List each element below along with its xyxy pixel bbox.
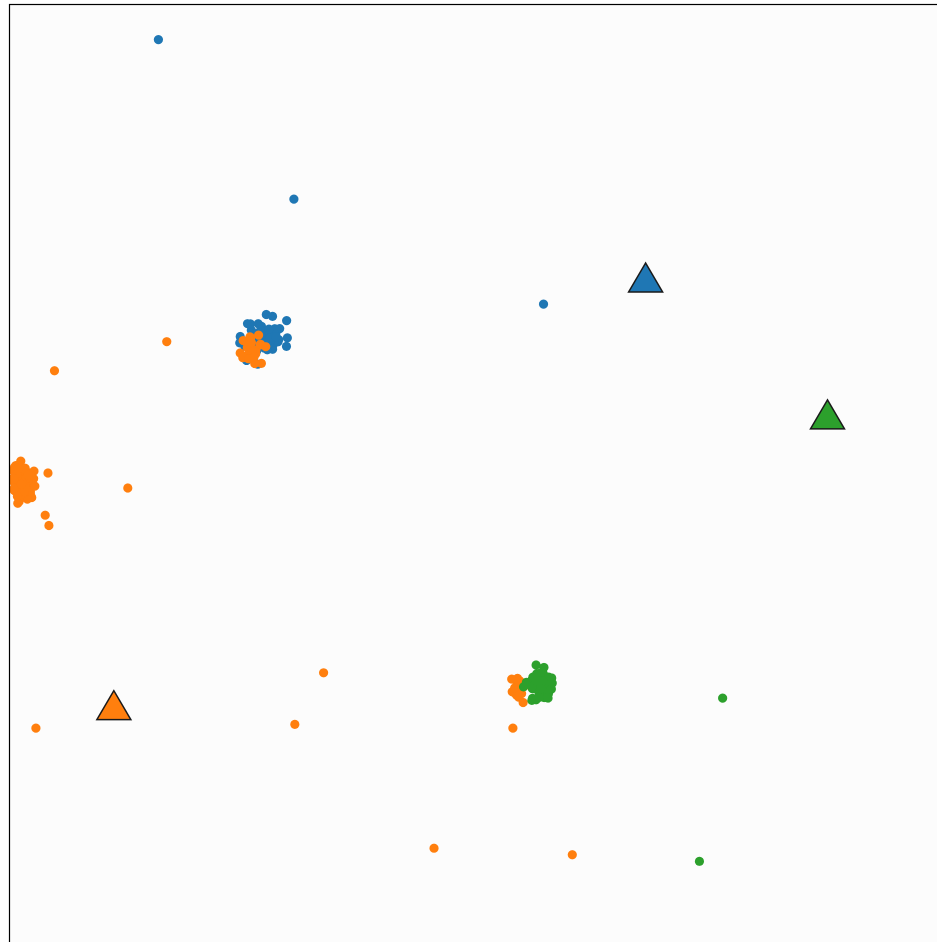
data-point [282,315,292,326]
data-point [531,660,541,670]
data-point [267,311,278,321]
data-point [518,697,528,708]
data-point [9,473,19,484]
data-point [318,668,329,678]
points-layer [9,35,728,866]
data-point [538,676,548,686]
data-point [253,319,263,329]
data-point [123,483,133,493]
data-point [290,719,300,729]
data-point [43,468,53,478]
data-point [546,684,556,694]
data-point [16,456,26,466]
data-point [289,194,299,204]
data-point [527,693,538,703]
data-point [13,463,23,474]
data-point [40,510,50,520]
centroid-marker [95,689,133,721]
data-point [12,491,22,502]
centroid-layer [95,261,846,721]
data-point [19,486,30,497]
data-point [536,684,546,694]
data-point [282,333,292,343]
data-point [281,341,292,351]
data-point [694,856,705,866]
data-point [44,520,54,531]
data-point [162,337,172,347]
plot-area [9,4,937,942]
data-point [153,35,164,45]
data-point [514,690,524,701]
data-point [718,693,728,703]
data-point [261,342,271,352]
centroid-marker [627,261,664,293]
data-point [9,483,19,493]
data-point [249,352,259,362]
data-point [567,850,577,860]
data-point [31,723,41,733]
data-point [271,332,281,342]
data-point [264,324,274,334]
data-point [235,348,245,358]
data-point [13,498,23,508]
data-point [49,366,60,376]
data-point [429,843,439,853]
data-point [23,470,33,480]
data-point [508,723,518,733]
data-point [538,299,549,309]
data-point [534,692,545,702]
centroid-marker [809,398,846,430]
data-point [510,683,520,693]
data-point [253,330,264,340]
data-point [256,358,267,368]
data-point [531,676,542,686]
data-point [242,319,253,329]
data-point [16,479,26,489]
plot-frame [8,3,937,942]
data-point [543,693,553,703]
data-point [246,333,256,343]
